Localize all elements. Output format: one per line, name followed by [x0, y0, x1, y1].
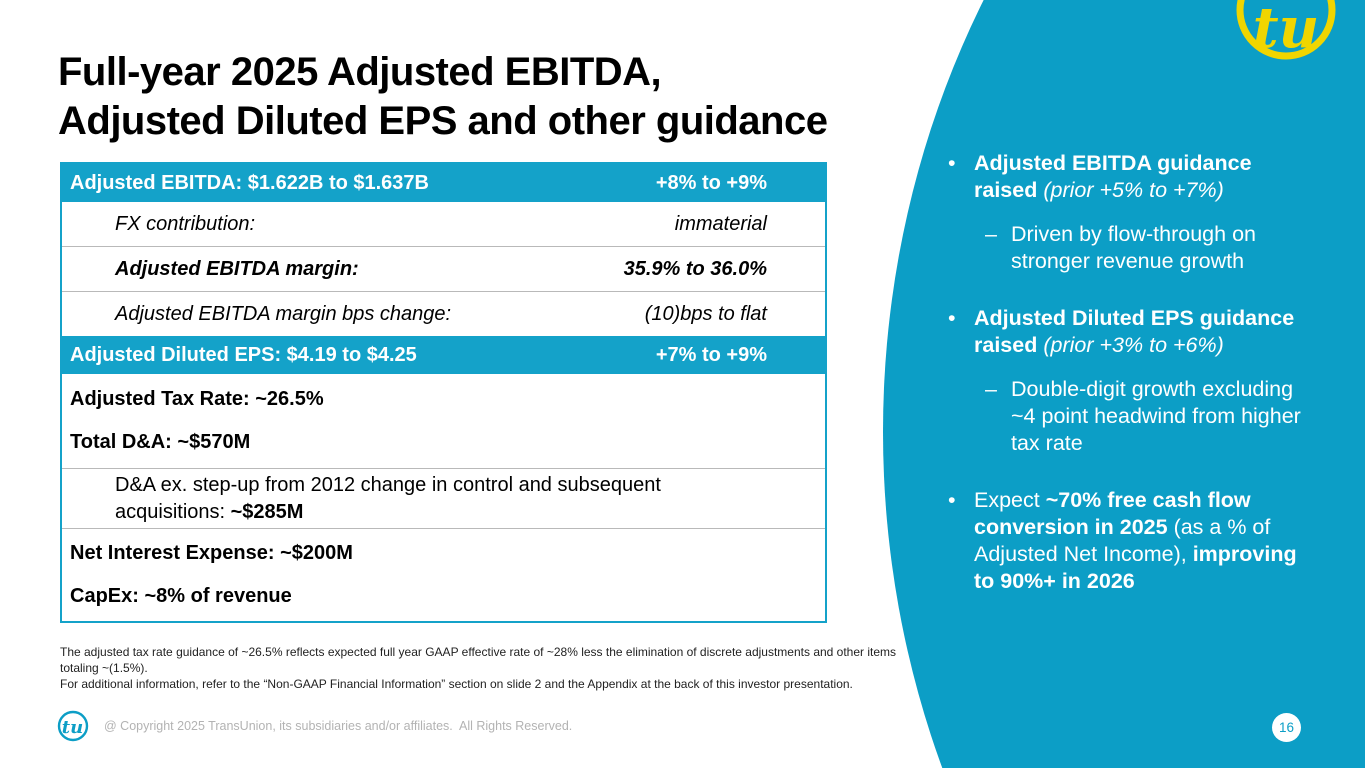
- title-line2: Adjusted Diluted EPS and other guidance: [58, 99, 828, 143]
- table-row-label: Net Interest Expense: ~$200M CapEx: ~8% o…: [62, 532, 767, 618]
- bullet-text: Double-digit growth excluding ~4 point h…: [1011, 376, 1311, 457]
- highlights-panel: • Adjusted EBITDA guidance raised (prior …: [948, 150, 1328, 595]
- text-segment: (as a % of Adjusted Net Income),: [974, 515, 1271, 566]
- logo-text: tu: [1253, 0, 1320, 61]
- table-row-value: (10)bps to flat: [644, 302, 767, 325]
- table-row-label: Adjusted EBITDA: $1.622B to $1.637B: [70, 171, 429, 194]
- text-segment: (prior +5% to +7%): [1043, 178, 1224, 202]
- guidance-table: Adjusted EBITDA: $1.622B to $1.637B +8% t…: [60, 162, 827, 623]
- bullet-marker-icon: –: [985, 377, 997, 401]
- table-row-line: CapEx: ~8% of revenue: [70, 585, 292, 607]
- footnote-line-1: The adjusted tax rate guidance of ~26.5%…: [60, 645, 897, 675]
- table-row-label: Adjusted EBITDA margin:: [115, 257, 359, 280]
- bullet-item: • Adjusted Diluted EPS guidance raised (p…: [948, 305, 1328, 359]
- page-number-badge: 16: [1272, 713, 1301, 742]
- text-segment: ~70% free cash flow conversion in 2025: [974, 488, 1251, 539]
- text-segment: Adjusted Diluted EPS guidance raised: [974, 306, 1295, 357]
- transunion-logo-icon: tu: [1236, 0, 1336, 61]
- table-row-value: +8% to +9%: [655, 171, 767, 194]
- table-row-label: Adjusted EBITDA margin bps change:: [115, 302, 452, 325]
- table-row: Adjusted EBITDA margin: 35.9% to 36.0%: [62, 246, 825, 291]
- table-row-value: +7% to +9%: [655, 343, 767, 366]
- footer-logo-text: tu: [62, 717, 83, 738]
- bullet-marker-icon: •: [948, 488, 956, 512]
- table-row-label: Adjusted Diluted EPS: $4.19 to $4.25: [70, 343, 417, 366]
- table-row-label: FX contribution:: [115, 212, 256, 235]
- table-row: Adjusted Tax Rate: ~26.5% Total D&A: ~$57…: [62, 374, 825, 468]
- transunion-footer-logo-icon: tu: [57, 710, 89, 742]
- page-title: Full-year 2025 Adjusted EBITDA, Adjusted …: [58, 48, 828, 146]
- bullet-marker-icon: •: [948, 306, 956, 330]
- bullet-item: • Expect ~70% free cash flow conversion i…: [948, 487, 1328, 595]
- bullet-marker-icon: •: [948, 151, 956, 175]
- table-row-value: immaterial: [674, 212, 767, 235]
- footnote: The adjusted tax rate guidance of ~26.5%…: [60, 644, 908, 692]
- text-segment: Driven by flow-through on stronger reven…: [1011, 222, 1256, 273]
- bullet-text: Adjusted Diluted EPS guidance raised (pr…: [974, 305, 1308, 359]
- text-segment: (prior +3% to +6%): [1043, 333, 1224, 357]
- table-row-value: 35.9% to 36.0%: [623, 257, 767, 280]
- teal-blob-background: [883, 0, 1365, 768]
- table-row: Adjusted Diluted EPS: $4.19 to $4.25 +7% …: [62, 336, 825, 374]
- text-segment: D&A ex. step-up from 2012 change in cont…: [115, 473, 661, 523]
- bullet-text: Expect ~70% free cash flow conversion in…: [974, 487, 1308, 595]
- text-segment: improving to 90%+ in 2026: [974, 542, 1297, 593]
- table-row-line: Net Interest Expense: ~$200M: [70, 542, 353, 564]
- copyright-text: @ Copyright 2025 TransUnion, its subsidi…: [104, 719, 573, 733]
- table-row-label: Adjusted Tax Rate: ~26.5% Total D&A: ~$57…: [62, 378, 767, 464]
- table-row-label: D&A ex. step-up from 2012 change in cont…: [62, 472, 767, 526]
- footnote-line-2: For additional information, refer to the…: [60, 677, 853, 691]
- text-segment: Double-digit growth excluding ~4 point h…: [1011, 377, 1301, 455]
- text-segment: ~$285M: [230, 500, 304, 523]
- table-row: Net Interest Expense: ~$200M CapEx: ~8% o…: [62, 528, 825, 621]
- table-row: FX contribution: immaterial: [62, 202, 825, 246]
- bullet-marker-icon: –: [985, 222, 997, 246]
- bullet-item: • Adjusted EBITDA guidance raised (prior …: [948, 150, 1328, 204]
- table-row: Adjusted EBITDA margin bps change: (10)bp…: [62, 291, 825, 336]
- table-row-line: Adjusted Tax Rate: ~26.5%: [70, 388, 324, 410]
- table-row: Adjusted EBITDA: $1.622B to $1.637B +8% t…: [62, 164, 825, 202]
- sub-bullet-item: – Double-digit growth excluding ~4 point …: [985, 376, 1328, 457]
- sub-bullet-item: – Driven by flow-through on stronger reve…: [985, 221, 1328, 275]
- bullet-text: Adjusted EBITDA guidance raised (prior +…: [974, 150, 1308, 204]
- title-line1: Full-year 2025 Adjusted EBITDA,: [58, 50, 662, 94]
- text-segment: Expect: [974, 488, 1046, 512]
- bullet-text: Driven by flow-through on stronger reven…: [1011, 221, 1311, 275]
- table-row: D&A ex. step-up from 2012 change in cont…: [62, 468, 825, 528]
- table-row-line: Total D&A: ~$570M: [70, 431, 251, 453]
- text-segment: Adjusted EBITDA guidance raised: [974, 151, 1252, 202]
